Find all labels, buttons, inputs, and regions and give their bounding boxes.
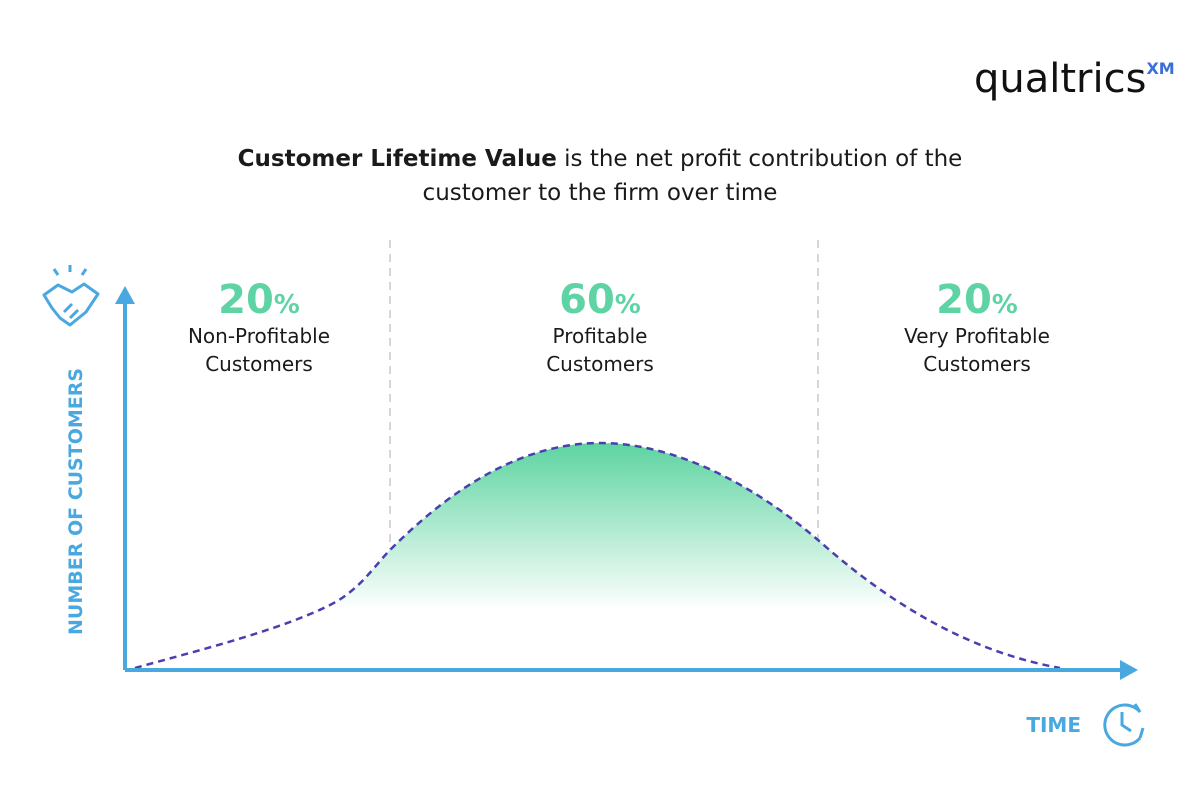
logo: qualtricsXM	[974, 56, 1175, 102]
title: Customer Lifetime Value is the net profi…	[238, 146, 963, 172]
percent-value: 60	[559, 277, 615, 323]
segment-percent: 20%	[936, 277, 1018, 323]
percent-value: 20	[936, 277, 992, 323]
segments: 20%Non-ProfitableCustomers60%ProfitableC…	[188, 277, 1050, 376]
segment-label: Customers	[923, 352, 1031, 376]
segment-label: Customers	[205, 352, 313, 376]
segment-percent: 60%	[559, 277, 641, 323]
clock-icon	[1103, 703, 1145, 747]
logo-name: qualtrics	[974, 56, 1146, 102]
segment-label: Customers	[546, 352, 654, 376]
title-bold: Customer Lifetime Value	[238, 146, 557, 172]
title-line2: customer to the firm over time	[423, 180, 778, 206]
curve	[134, 441, 1061, 670]
x-axis-label: TIME	[1026, 713, 1081, 737]
segment-percent: 20%	[218, 277, 300, 323]
percent-unit: %	[615, 290, 641, 320]
segment-label: Non-Profitable	[188, 324, 330, 348]
y-axis-label: NUMBER OF CUSTOMERS	[65, 368, 87, 635]
segment-label: Profitable	[553, 324, 648, 348]
percent-value: 20	[218, 277, 274, 323]
percent-unit: %	[274, 290, 300, 320]
axes	[115, 286, 1138, 680]
segment-label: Very Profitable	[904, 324, 1050, 348]
logo-mark: XM	[1146, 59, 1174, 78]
curve-fill	[135, 443, 1060, 668]
handshake-icon	[42, 265, 100, 327]
percent-unit: %	[992, 290, 1018, 320]
title-rest: is the net profit contribution of the	[564, 146, 962, 172]
